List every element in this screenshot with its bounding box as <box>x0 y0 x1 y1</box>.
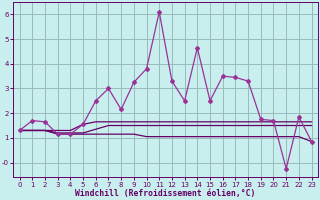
X-axis label: Windchill (Refroidissement éolien,°C): Windchill (Refroidissement éolien,°C) <box>76 189 256 198</box>
